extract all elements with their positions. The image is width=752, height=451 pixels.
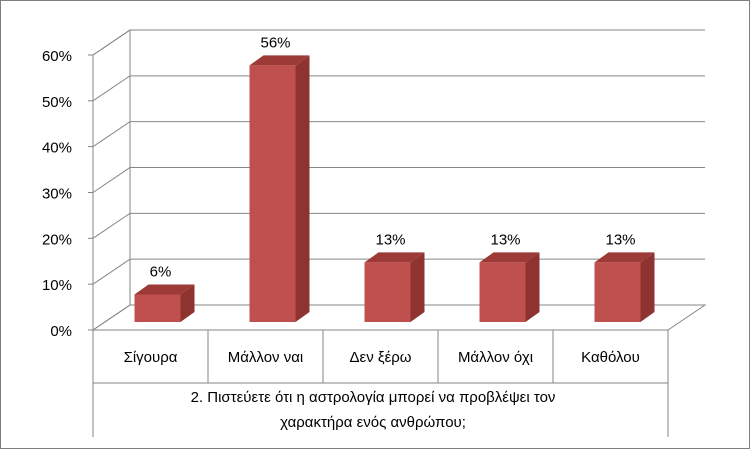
y-tick-label: 50%: [42, 94, 72, 111]
y-tick-label: 10%: [42, 277, 72, 294]
gridline-diagonal: [92, 212, 131, 239]
bar-front: [479, 262, 526, 322]
gridline-diagonal: [92, 258, 131, 285]
bar: [134, 284, 195, 322]
bar-side: [410, 252, 425, 322]
x-tick-label: Σίγουρα: [124, 349, 178, 366]
gridline-diagonal: [92, 75, 131, 102]
bar-front: [134, 294, 181, 322]
gridline-diagonal: [92, 29, 131, 56]
data-labels: 6% 56% 13% 13% 13%: [150, 34, 636, 280]
x-tick-label: Μάλλον ναι: [228, 349, 303, 366]
data-label: 13%: [490, 231, 520, 248]
category-table: Σίγουρα Μάλλον ναι Δεν ξέρω Μάλλον όχι Καθόλ…: [92, 330, 669, 437]
bar: [249, 55, 310, 322]
y-tick-label: 30%: [42, 186, 72, 203]
y-tick-label: 40%: [42, 140, 72, 157]
bar: [479, 252, 540, 322]
y-tick-label: 60%: [42, 48, 72, 65]
bar-top: [594, 252, 655, 263]
bar-side: [180, 284, 195, 322]
bar-top: [364, 252, 425, 263]
data-label: 56%: [260, 34, 290, 51]
data-label: 13%: [605, 231, 635, 248]
data-label: 13%: [375, 231, 405, 248]
y-axis-ticks: 0% 10% 20% 30% 40% 50% 60%: [42, 48, 72, 340]
bar-top: [249, 55, 310, 66]
x-tick-label: Μάλλον όχι: [458, 349, 533, 366]
bar: [594, 252, 655, 322]
x-axis-title-line-2: χαρακτήρα ενός ανθρώπου;: [280, 414, 466, 431]
bar-side: [525, 252, 540, 322]
gridlines: [88, 29, 705, 331]
bar-side: [295, 55, 310, 322]
y-tick-label: 0%: [50, 323, 72, 340]
bar-top: [134, 284, 195, 295]
bar-front: [364, 262, 411, 322]
x-tick-label: Δεν ξέρω: [349, 349, 411, 366]
x-axis-title-line-1: 2. Πιστεύετε ότι η αστρολογία μπορεί να …: [191, 389, 556, 406]
bar-side: [640, 252, 655, 322]
gridline-diagonal: [92, 167, 131, 193]
gridline-diagonal: [92, 304, 131, 331]
bar: [364, 252, 425, 322]
bar-front: [249, 65, 296, 322]
gridline-diagonal: [92, 121, 131, 148]
y-tick-label: 20%: [42, 231, 72, 248]
data-label: 6%: [150, 264, 172, 281]
bar-top: [479, 252, 540, 263]
bars: [134, 55, 655, 322]
bar-front: [594, 262, 641, 322]
x-tick-label: Καθόλου: [581, 349, 640, 366]
